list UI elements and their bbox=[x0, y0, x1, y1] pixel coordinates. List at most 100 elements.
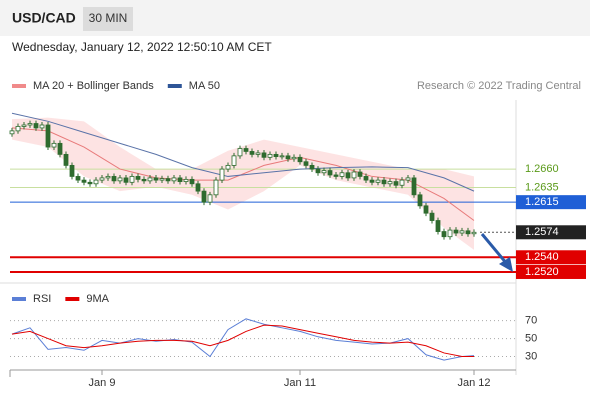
candle-body bbox=[225, 165, 231, 170]
candle-body bbox=[345, 172, 351, 179]
candle-body bbox=[189, 178, 195, 185]
candle-body bbox=[45, 124, 51, 148]
candle-body bbox=[267, 153, 273, 158]
x-tick-label: Jan 9 bbox=[89, 377, 116, 389]
forecast-arrowhead bbox=[499, 257, 513, 272]
level-label: 1.2520 bbox=[525, 266, 559, 278]
candle-body bbox=[207, 194, 213, 203]
candle-body bbox=[309, 165, 315, 170]
candle-body bbox=[381, 179, 387, 185]
candle-body bbox=[111, 176, 117, 182]
candle-body bbox=[327, 170, 333, 176]
level-label: 1.2540 bbox=[525, 251, 559, 263]
candle-body bbox=[33, 123, 39, 129]
candle-body bbox=[411, 177, 417, 196]
credit: Research © 2022 Trading Central bbox=[417, 80, 581, 92]
candle-body bbox=[249, 151, 255, 155]
candle-body bbox=[333, 174, 339, 177]
candle-body bbox=[351, 171, 357, 179]
candle-body bbox=[423, 205, 429, 214]
rsi-line bbox=[11, 318, 475, 361]
candle-body bbox=[321, 170, 327, 174]
candle-body bbox=[195, 183, 201, 192]
legend-swatch bbox=[12, 297, 26, 301]
legend-label: MA 20 + Bollinger Bands bbox=[33, 80, 154, 92]
x-tick-label: Jan 11 bbox=[284, 377, 316, 389]
candle-body bbox=[399, 179, 405, 186]
candle-body bbox=[429, 212, 435, 221]
candle-body bbox=[261, 152, 267, 158]
level-label: 1.2615 bbox=[525, 196, 559, 208]
candle-body bbox=[285, 155, 291, 160]
candle-body bbox=[57, 142, 63, 155]
candle-body bbox=[51, 142, 57, 148]
candle-body bbox=[417, 194, 423, 207]
level-box bbox=[516, 195, 586, 210]
legend-label: MA 50 bbox=[189, 80, 220, 92]
legend-label: RSI bbox=[33, 293, 51, 305]
legend-swatch bbox=[12, 84, 26, 88]
x-tick-label: Jan 12 bbox=[457, 377, 490, 389]
legend-label: 9MA bbox=[86, 293, 109, 305]
candle-body bbox=[117, 177, 123, 182]
candle-body bbox=[147, 177, 153, 182]
candle-body bbox=[363, 176, 369, 181]
candle-body bbox=[15, 126, 21, 132]
candle-body bbox=[279, 155, 285, 158]
candle-body bbox=[237, 148, 243, 157]
symbol: USD/CAD bbox=[12, 10, 76, 26]
candle-body bbox=[21, 124, 27, 127]
candle-body bbox=[273, 153, 279, 157]
level-box bbox=[516, 250, 586, 265]
candle-body bbox=[171, 177, 177, 182]
candle-body bbox=[447, 229, 453, 238]
candle-body bbox=[357, 171, 363, 177]
candle-body bbox=[177, 177, 183, 182]
candle-body bbox=[465, 230, 471, 235]
y-tick-label: 50 bbox=[525, 332, 537, 344]
candle-body bbox=[369, 179, 375, 183]
candle-body bbox=[315, 168, 321, 174]
candle-body bbox=[9, 130, 15, 135]
forecast-arrow bbox=[480, 233, 509, 265]
candle-body bbox=[165, 178, 171, 182]
candle-body bbox=[393, 181, 399, 186]
candle-body bbox=[297, 156, 303, 163]
level-label: 1.2660 bbox=[525, 163, 559, 175]
candle-body bbox=[375, 179, 381, 183]
level-label: 1.2635 bbox=[525, 181, 559, 193]
candle-body bbox=[405, 177, 411, 181]
candle-body bbox=[69, 165, 75, 177]
candle-body bbox=[213, 179, 219, 196]
candle-body bbox=[231, 155, 237, 166]
candle-body bbox=[387, 181, 393, 185]
candle-body bbox=[81, 179, 87, 183]
candle-body bbox=[87, 181, 93, 185]
bollinger-band bbox=[12, 117, 474, 250]
candle-body bbox=[303, 161, 309, 166]
candle-body bbox=[135, 176, 141, 180]
candle-body bbox=[27, 123, 33, 126]
legend-swatch bbox=[65, 297, 80, 301]
y-tick-label: 30 bbox=[525, 350, 537, 362]
timeframe[interactable]: 30 MIN bbox=[89, 11, 128, 25]
level-box bbox=[516, 264, 586, 279]
candle-body bbox=[63, 153, 69, 166]
candle-body bbox=[255, 152, 261, 155]
candle-body bbox=[93, 179, 99, 185]
rsi-line bbox=[11, 324, 474, 358]
candle-body bbox=[141, 178, 147, 182]
y-tick-label: 70 bbox=[525, 315, 537, 327]
candle-body bbox=[453, 229, 459, 234]
candle-body bbox=[159, 178, 165, 181]
candle-body bbox=[123, 177, 129, 183]
candle-body bbox=[459, 230, 465, 234]
candle-body bbox=[435, 220, 441, 232]
moving-average bbox=[11, 112, 475, 192]
candle-body bbox=[129, 176, 135, 183]
candle-body bbox=[219, 168, 225, 181]
timestamp: Wednesday, January 12, 2022 12:50:10 AM … bbox=[12, 40, 272, 54]
timeframe-box[interactable] bbox=[83, 7, 133, 31]
level-label: 1.2574 bbox=[525, 226, 559, 238]
